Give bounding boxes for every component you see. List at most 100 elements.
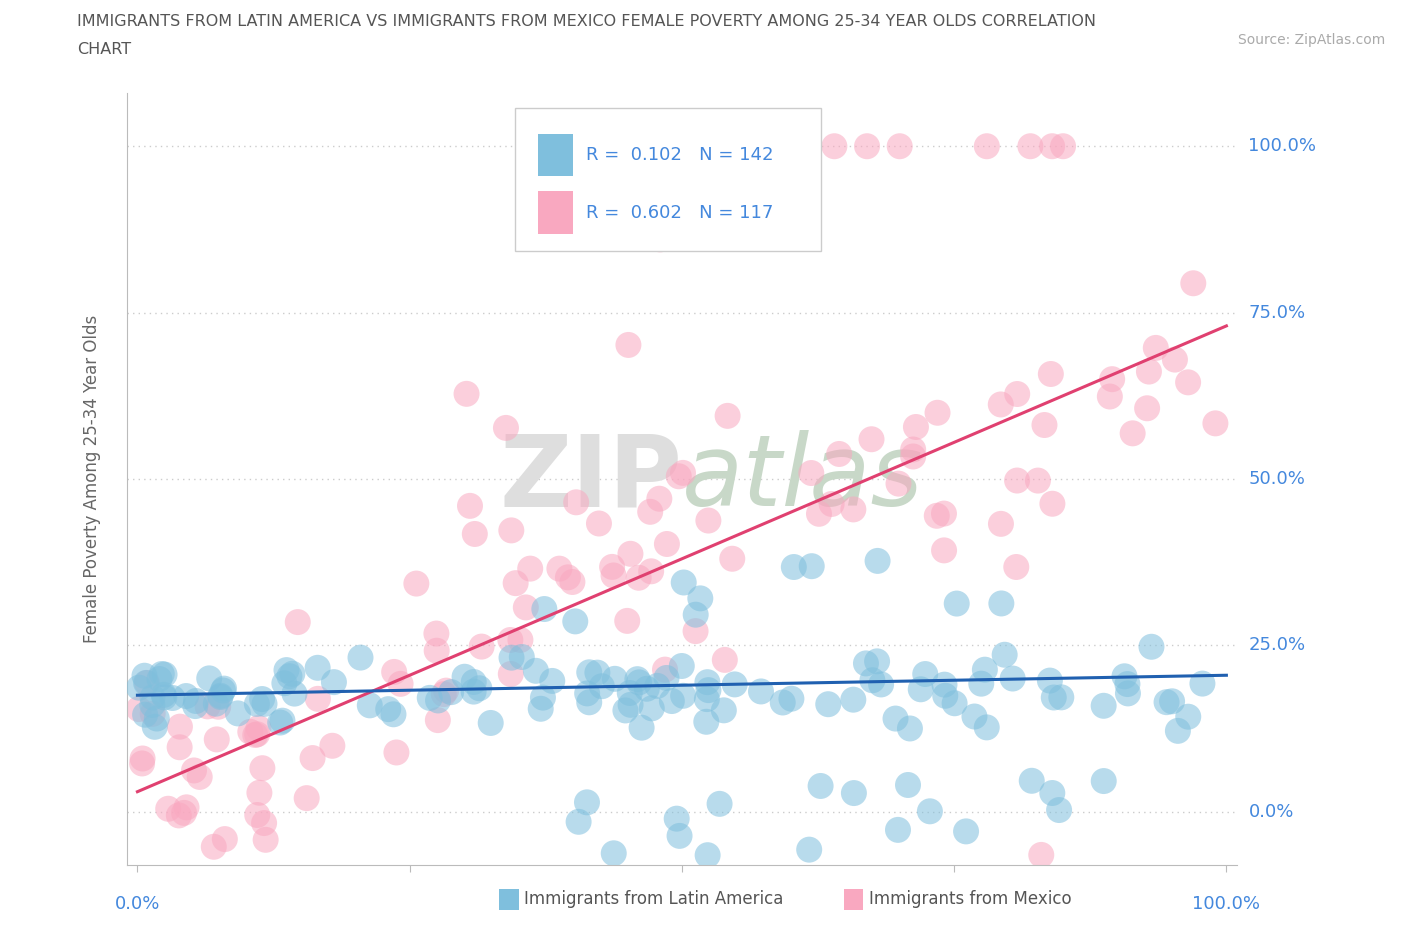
Point	[783, 560, 806, 575]
Point	[382, 707, 405, 722]
Point	[1144, 340, 1167, 355]
Point	[1161, 694, 1184, 709]
Point	[668, 469, 690, 484]
Point	[150, 667, 173, 682]
Text: 100.0%: 100.0%	[1192, 896, 1260, 913]
Point	[914, 667, 936, 682]
Text: 25.0%: 25.0%	[1249, 636, 1306, 655]
Point	[246, 727, 269, 742]
Point	[1116, 677, 1139, 692]
Point	[479, 715, 502, 730]
Point	[281, 666, 304, 681]
Point	[1114, 669, 1136, 684]
Point	[307, 660, 329, 675]
Text: R =  0.102   N = 142: R = 0.102 N = 142	[586, 146, 773, 164]
Point	[1031, 847, 1053, 862]
Point	[934, 688, 956, 703]
Point	[141, 698, 163, 712]
Point	[136, 675, 159, 690]
Point	[591, 679, 613, 694]
Point	[990, 596, 1012, 611]
Point	[697, 513, 720, 528]
Point	[212, 681, 235, 696]
Point	[672, 688, 695, 703]
Point	[152, 687, 174, 702]
Point	[173, 805, 195, 820]
Point	[153, 667, 176, 682]
Point	[1098, 389, 1121, 404]
Point	[499, 632, 522, 647]
Point	[519, 561, 541, 576]
Point	[276, 663, 298, 678]
Point	[226, 706, 249, 721]
Point	[531, 690, 554, 705]
Point	[696, 692, 718, 707]
Point	[1092, 698, 1115, 713]
Point	[499, 667, 522, 682]
Point	[717, 408, 740, 423]
Point	[1021, 774, 1043, 789]
Point	[176, 800, 198, 815]
Point	[619, 685, 641, 700]
Point	[463, 674, 485, 689]
Point	[1156, 695, 1178, 710]
Point	[433, 686, 456, 701]
Point	[1092, 774, 1115, 789]
Point	[202, 839, 225, 854]
Point	[162, 691, 184, 706]
Point	[524, 663, 547, 678]
Point	[205, 697, 228, 711]
Point	[994, 647, 1017, 662]
Point	[828, 446, 851, 461]
Point	[800, 559, 823, 574]
Point	[721, 551, 744, 566]
Point	[295, 790, 318, 805]
Point	[287, 615, 309, 630]
Point	[425, 626, 447, 641]
Point	[128, 680, 150, 695]
Point	[1167, 724, 1189, 738]
Point	[709, 796, 731, 811]
Point	[749, 684, 772, 698]
Point	[586, 665, 609, 680]
Point	[576, 686, 599, 701]
Point	[600, 560, 623, 575]
Point	[1005, 473, 1028, 488]
Text: Source: ZipAtlas.com: Source: ZipAtlas.com	[1237, 33, 1385, 46]
Point	[614, 703, 637, 718]
Point	[250, 692, 273, 707]
Point	[713, 703, 735, 718]
Point	[252, 761, 274, 776]
Point	[640, 564, 662, 578]
Text: 100.0%: 100.0%	[1249, 138, 1316, 155]
Point	[884, 711, 907, 726]
Point	[253, 697, 276, 711]
Point	[1042, 497, 1064, 512]
Point	[901, 442, 924, 457]
Point	[501, 523, 523, 538]
Point	[842, 502, 865, 517]
Point	[1042, 690, 1064, 705]
Point	[934, 677, 956, 692]
Point	[254, 832, 277, 847]
Point	[134, 669, 156, 684]
Point	[283, 686, 305, 701]
Point	[183, 763, 205, 777]
Point	[617, 338, 640, 352]
Point	[134, 708, 156, 723]
Point	[842, 692, 865, 707]
Point	[427, 693, 450, 708]
Point	[247, 785, 270, 800]
Point	[887, 476, 910, 491]
Point	[588, 516, 610, 531]
Point	[456, 386, 478, 401]
Text: CHART: CHART	[77, 42, 131, 57]
Text: 0.0%: 0.0%	[1249, 803, 1294, 820]
Point	[568, 815, 591, 830]
Y-axis label: Female Poverty Among 25-34 Year Olds: Female Poverty Among 25-34 Year Olds	[83, 315, 101, 643]
Point	[405, 576, 427, 591]
Point	[645, 679, 668, 694]
Point	[509, 632, 531, 647]
Point	[685, 607, 707, 622]
Point	[1052, 139, 1074, 153]
